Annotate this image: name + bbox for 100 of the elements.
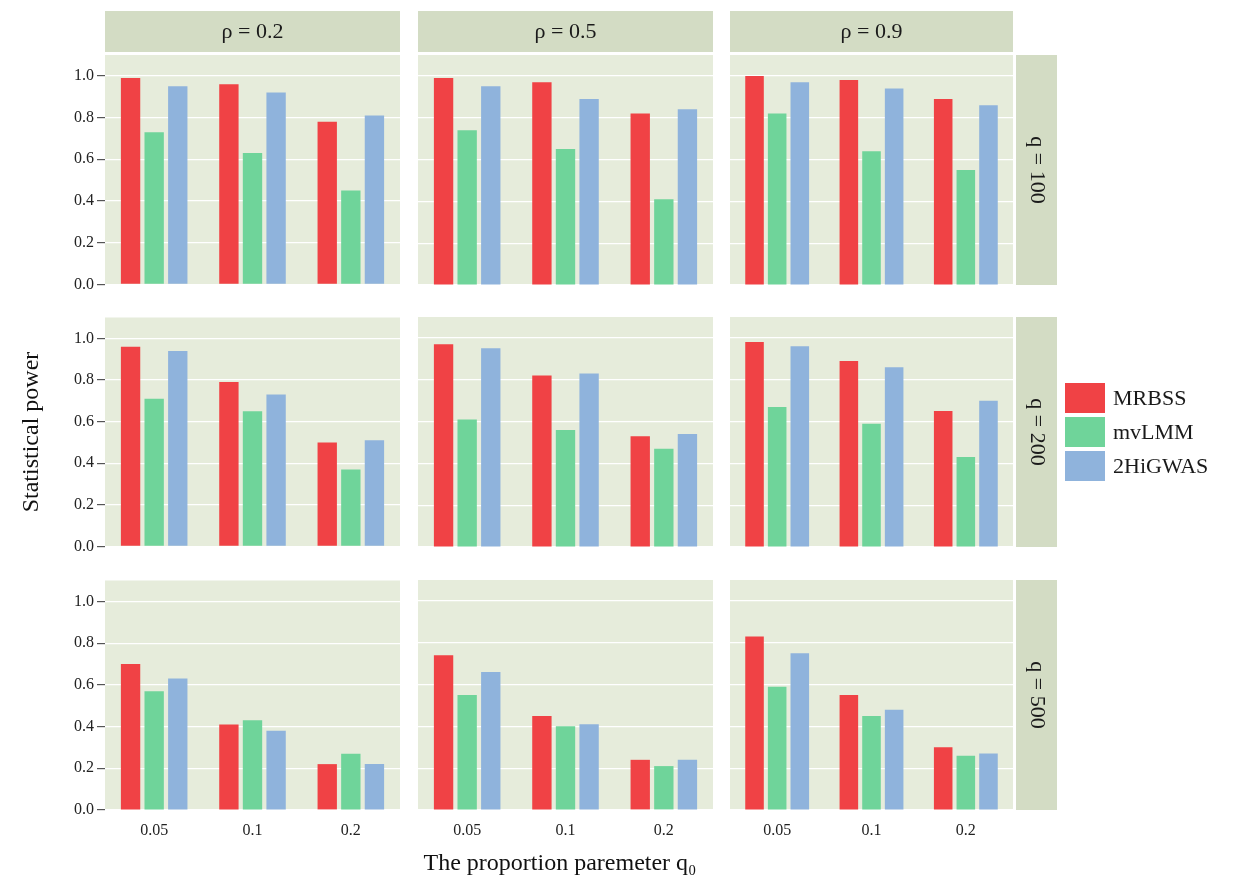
x-tick-label: 0.05 xyxy=(763,820,792,838)
bar xyxy=(884,367,904,547)
bar xyxy=(579,724,599,810)
bar xyxy=(956,457,976,547)
y-axis-title: Statistical power xyxy=(16,351,44,513)
y-tick-label: 0.8 xyxy=(74,633,94,651)
bar xyxy=(266,730,286,810)
x-axis-title: The proportion paremeter q₀ xyxy=(423,848,697,876)
bar xyxy=(654,448,674,547)
bar xyxy=(242,720,263,810)
bar xyxy=(862,715,881,810)
y-tick-label: 0.8 xyxy=(74,370,94,388)
bar xyxy=(481,86,501,285)
legend-label: 2HiGWAS xyxy=(1113,453,1209,479)
bar xyxy=(168,86,188,284)
bar xyxy=(933,98,953,285)
bar xyxy=(862,151,881,285)
bar xyxy=(979,753,998,810)
bar xyxy=(532,375,552,547)
bar xyxy=(219,84,239,284)
bar xyxy=(862,423,881,547)
bar xyxy=(364,115,385,284)
bar xyxy=(317,764,337,810)
chart-title: ρ = 0.2 xyxy=(221,17,284,43)
y-tick-label: 1.0 xyxy=(74,328,94,346)
bar xyxy=(144,132,164,284)
bar xyxy=(790,346,810,547)
y2-axis-title: q = 100 xyxy=(1026,136,1052,204)
bar xyxy=(433,344,454,547)
x-tick-label: 0.2 xyxy=(653,820,674,838)
bar xyxy=(630,436,650,547)
y-tick-label: 0.2 xyxy=(74,758,94,776)
y-tick-label: 0.2 xyxy=(74,495,94,512)
x-tick-label: 0.05 xyxy=(140,820,169,838)
bar xyxy=(433,78,454,285)
bar xyxy=(266,92,286,284)
y-tick-label: 1.0 xyxy=(74,591,94,609)
bar xyxy=(579,373,599,547)
y-tick-label: 0.6 xyxy=(74,411,94,429)
y-tick-label: 0.4 xyxy=(74,716,94,734)
x-tick-label: 0.1 xyxy=(555,820,576,838)
bar xyxy=(839,360,859,547)
bar xyxy=(677,434,698,547)
bar xyxy=(341,190,361,284)
x-tick-label: 0.1 xyxy=(242,820,263,838)
bar xyxy=(579,98,599,285)
bar xyxy=(168,350,188,546)
bar xyxy=(341,469,361,546)
y-tick-label: 0.0 xyxy=(74,536,94,554)
bar xyxy=(956,170,976,285)
bar xyxy=(884,709,904,810)
y-tick-label: 1.0 xyxy=(74,66,94,84)
bar xyxy=(745,636,764,810)
y2-axis-title: q = 200 xyxy=(1026,398,1052,466)
bar xyxy=(364,440,385,546)
bar xyxy=(979,400,998,547)
bar xyxy=(481,348,501,547)
bar xyxy=(630,759,650,810)
bar xyxy=(532,715,552,810)
bar xyxy=(120,664,141,810)
bar xyxy=(317,121,337,284)
bar xyxy=(532,82,552,285)
bar xyxy=(457,130,477,285)
bar xyxy=(219,382,239,546)
bar xyxy=(457,419,477,547)
bar xyxy=(457,695,477,810)
bar xyxy=(767,406,787,547)
bar xyxy=(654,766,674,810)
x-tick-label: 0.05 xyxy=(453,820,482,838)
bar xyxy=(242,411,263,546)
chart-title: ρ = 0.9 xyxy=(840,17,903,43)
y-tick-label: 0.6 xyxy=(74,149,94,167)
y-tick-label: 0.4 xyxy=(74,191,94,209)
bar xyxy=(266,394,286,546)
bar xyxy=(341,753,361,810)
bar xyxy=(219,724,239,810)
bar xyxy=(120,346,141,546)
bar xyxy=(120,77,141,284)
legend-label: MRBSS xyxy=(1113,385,1187,411)
bar xyxy=(364,764,385,810)
y-tick-label: 0.0 xyxy=(74,800,94,818)
bar xyxy=(933,747,953,810)
bar xyxy=(654,199,674,285)
bar xyxy=(839,695,859,810)
legend-label: mvLMM xyxy=(1113,419,1194,445)
y-tick-label: 0.4 xyxy=(74,453,94,471)
bar xyxy=(745,75,764,285)
bar xyxy=(555,149,576,285)
x-tick-label: 0.1 xyxy=(861,820,882,838)
bar xyxy=(979,105,998,285)
bar xyxy=(767,113,787,285)
chart-title: ρ = 0.5 xyxy=(534,17,597,43)
bar xyxy=(144,691,164,810)
bar xyxy=(168,678,188,810)
bar xyxy=(884,88,904,285)
y-tick-label: 0.8 xyxy=(74,107,94,125)
x-tick-label: 0.2 xyxy=(955,820,976,838)
bar xyxy=(839,80,859,285)
bar xyxy=(242,153,263,284)
bar xyxy=(630,113,650,285)
